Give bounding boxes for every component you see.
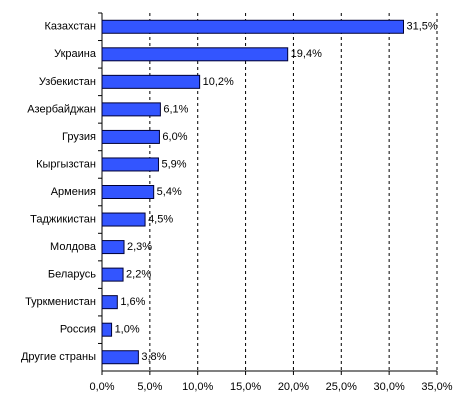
value-label: 2,3% [127,241,152,253]
x-tick-label: 20,0% [278,381,309,393]
bar [101,322,113,337]
y-tick-label: Азербайджан [27,103,96,115]
value-label: 31,5% [407,21,438,33]
x-tick-label: 0,0% [89,381,114,393]
bar [101,350,139,365]
bar [101,267,124,282]
y-tick-label: Другие страны [21,351,96,363]
y-tick-label: Беларусь [48,269,96,281]
y-tick-label: Грузия [62,131,96,143]
value-label: 2,2% [126,269,151,281]
value-label: 6,0% [162,131,187,143]
bar [101,240,125,255]
y-tick-label: Кыргызстан [36,158,96,170]
bar [101,295,118,310]
bar [101,47,289,62]
y-tick-label: Россия [60,324,96,336]
y-tick-label: Узбекистан [39,76,96,88]
y-tick-label: Туркменистан [25,296,96,308]
x-tick-label: 30,0% [374,381,405,393]
y-tick-label: Казахстан [44,21,96,33]
bar [101,129,160,144]
x-tick-label: 25,0% [326,381,357,393]
x-tick-label: 15,0% [230,381,261,393]
value-label: 1,0% [115,324,140,336]
x-tick-label: 35,0% [421,381,452,393]
y-tick-label: Таджикистан [30,213,96,225]
bar [101,102,161,117]
x-tick-label: 5,0% [137,381,162,393]
x-tick-label: 10,0% [182,381,213,393]
y-tick-label: Армения [51,186,96,198]
y-tick-label: Молдова [50,241,97,253]
y-tick-label: Украина [54,48,97,60]
bar [101,185,155,199]
bar [101,212,146,227]
bar [101,157,159,172]
value-label: 3,8% [141,351,166,363]
value-label: 5,4% [157,186,182,198]
value-label: 19,4% [291,48,322,60]
bar [101,74,201,89]
value-label: 4,5% [148,213,173,225]
value-label: 10,2% [203,76,234,88]
bar [101,19,404,34]
value-label: 6,1% [163,103,188,115]
value-label: 5,9% [161,158,186,170]
value-label: 1,6% [120,296,145,308]
